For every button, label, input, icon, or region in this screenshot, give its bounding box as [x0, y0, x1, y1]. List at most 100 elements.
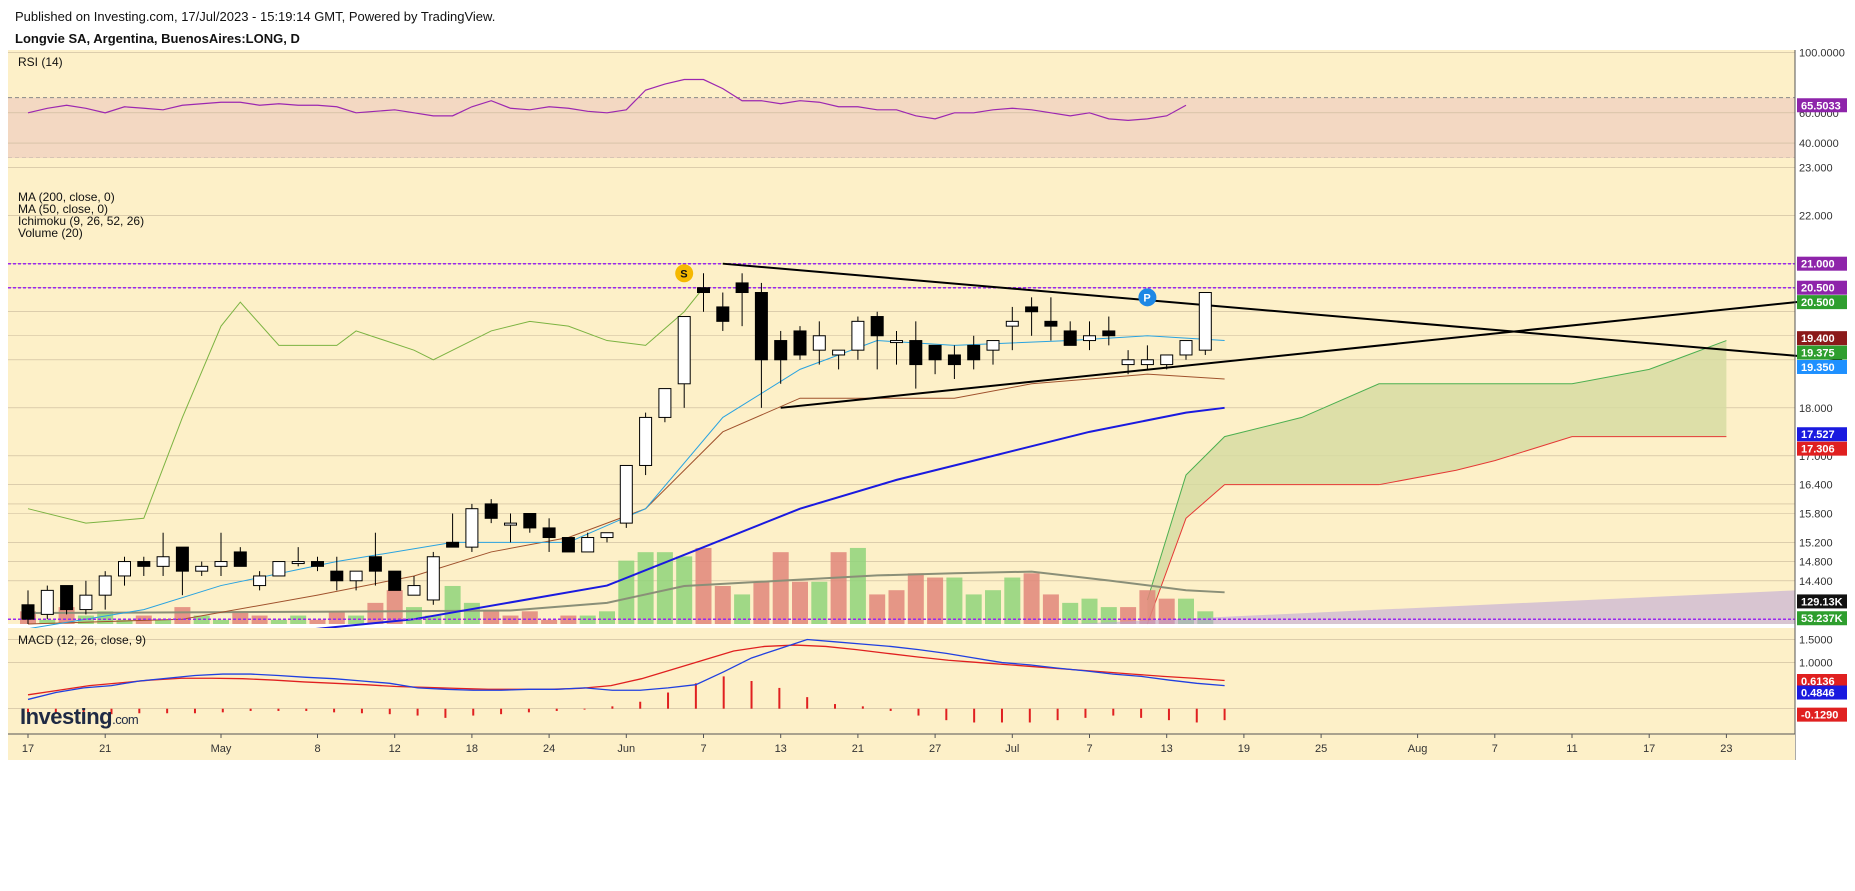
histogram-value-tag: -0.1290: [1797, 707, 1847, 722]
volume-bar: [406, 607, 422, 624]
x-tick-label: 27: [929, 743, 941, 755]
volume-bar: [97, 611, 114, 624]
svg-text:17.527: 17.527: [1801, 429, 1835, 441]
candle: [986, 340, 1000, 365]
x-tick-label: 19: [1238, 743, 1250, 755]
ichimoku-cloud: [1147, 340, 1727, 624]
candle: [1044, 297, 1058, 341]
volume-bar: [927, 577, 944, 624]
price-legend-entry: Volume (20): [18, 226, 83, 240]
candle: [118, 556, 131, 586]
x-tick-label: 18: [466, 743, 478, 755]
candle: [388, 570, 402, 591]
volume-bar: [811, 581, 828, 624]
candle: [1160, 354, 1174, 370]
macd-background: [8, 628, 1795, 734]
candle: [890, 330, 903, 365]
candle: [1083, 321, 1096, 351]
volume-bar: [155, 619, 172, 624]
x-tick-label: 12: [389, 743, 401, 755]
macd-signal-line: [27, 644, 1225, 696]
svg-text:S: S: [680, 268, 687, 280]
volume-bar: [1178, 598, 1194, 624]
rsi-value-tag: 65.5033: [1797, 98, 1847, 113]
x-tick-label: 17: [22, 743, 34, 755]
ma200-line: [220, 406, 1225, 640]
price-tick-label: 14.400: [1799, 576, 1833, 588]
triangle-upper-line: [722, 262, 1843, 361]
volume-bar: [1062, 602, 1079, 624]
volume-bar: [1081, 598, 1098, 624]
svg-text:20.500: 20.500: [1801, 283, 1835, 295]
candle: [851, 316, 865, 360]
price-tag: 20.500: [1797, 280, 1847, 295]
x-tick-label: 13: [1161, 743, 1173, 755]
macd-value-tag: 0.6136: [1797, 674, 1847, 688]
price-pane[interactable]: 23.00022.00020.50018.00017.00016.40015.8…: [8, 158, 1847, 640]
volume-bar: [676, 556, 693, 624]
candle: [1198, 292, 1212, 355]
x-tick-label: 7: [1492, 743, 1498, 755]
rsi-tick-label: 40.0000: [1799, 138, 1839, 150]
x-tick-label: 25: [1315, 743, 1327, 755]
volume-bar: [1023, 573, 1040, 624]
x-tick-label: 7: [700, 743, 706, 755]
volume-bar: [849, 547, 866, 624]
candle: [195, 561, 209, 576]
candle: [426, 551, 440, 605]
candle: [1140, 345, 1154, 370]
triangle-lower-line: [780, 296, 1843, 409]
price-tick-label: 22.000: [1799, 211, 1833, 223]
volume-bar: [232, 611, 249, 624]
volume-bar: [772, 552, 789, 624]
candle: [484, 499, 498, 524]
volume-bar: [1139, 590, 1156, 624]
candle: [947, 345, 961, 379]
svg-text:129.13K: 129.13K: [1801, 596, 1843, 608]
candle: [967, 335, 981, 370]
x-tick-label: 17: [1643, 743, 1655, 755]
x-tick-label: 13: [775, 743, 787, 755]
candle: [446, 513, 460, 548]
price-tag: 19.400: [1797, 331, 1847, 346]
x-tick-label: Jul: [1005, 743, 1019, 755]
svg-text:19.400: 19.400: [1801, 333, 1835, 345]
candle: [697, 273, 710, 312]
price-legend-entry: MA (50, close, 0): [18, 202, 108, 216]
price-tick-label: 18.000: [1799, 403, 1833, 415]
candle: [465, 503, 479, 552]
candle: [214, 532, 228, 576]
svg-text:17.306: 17.306: [1801, 444, 1835, 456]
volume-bar: [1158, 598, 1175, 624]
x-tick-label: Jun: [617, 743, 635, 755]
x-tick-label: May: [211, 743, 232, 755]
volume-bar: [270, 619, 287, 624]
volume-bar: [1042, 594, 1059, 624]
symbol-title: Longvie SA, Argentina, BuenosAires:LONG,…: [15, 31, 300, 46]
svg-text:65.5033: 65.5033: [1801, 100, 1841, 112]
price-tick-label: 15.800: [1799, 509, 1833, 521]
price-tick-label: 14.800: [1799, 557, 1833, 569]
svg-text:-0.1290: -0.1290: [1801, 710, 1838, 722]
volume-bar: [888, 590, 905, 624]
rsi-tick-label: 100.0000: [1799, 47, 1845, 59]
candle: [233, 547, 247, 567]
volume-bar: [174, 607, 191, 624]
price-tag: 17.527: [1797, 427, 1847, 442]
candle: [716, 292, 730, 331]
volume-bar: [946, 577, 963, 624]
svg-text:20.500: 20.500: [1801, 297, 1835, 309]
volume-bar: [1004, 577, 1021, 624]
candle: [619, 464, 633, 528]
volume-bar: [734, 594, 751, 624]
volume-bar: [309, 619, 326, 624]
candle: [1063, 321, 1077, 346]
x-tick-label: 7: [1086, 743, 1092, 755]
candle: [832, 349, 846, 370]
volume-bar: [444, 585, 461, 624]
rsi-title: RSI (14): [18, 55, 63, 69]
candle: [368, 532, 382, 586]
